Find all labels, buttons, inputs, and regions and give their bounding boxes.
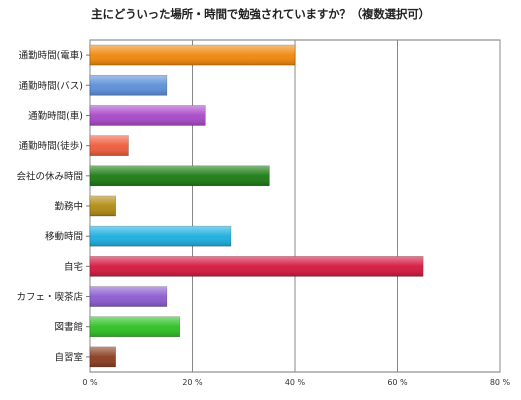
category-label: 移動時間 <box>45 231 83 243</box>
category-label: 通勤時間(車) <box>28 110 83 122</box>
bar <box>89 74 168 96</box>
x-tick-labels: 0 % 20 % 40 % 60 % 80 % <box>82 378 510 387</box>
x-tick-label: 40 % <box>285 378 306 387</box>
bar <box>89 44 296 66</box>
bar <box>89 316 180 338</box>
x-tick-label: 60 % <box>387 378 408 387</box>
category-label: 通勤時間(電車) <box>19 50 83 62</box>
bar <box>89 195 116 217</box>
bar <box>89 135 129 156</box>
category-label: 図書館 <box>54 321 83 333</box>
bar <box>89 346 116 368</box>
category-label: 勤務中 <box>54 201 83 213</box>
x-tick-label: 80 % <box>490 378 511 387</box>
category-label: カフェ・喫茶店 <box>16 291 83 303</box>
bar <box>89 165 270 187</box>
category-label: 自宅 <box>64 261 83 273</box>
bar <box>89 225 232 247</box>
category-label: 通勤時間(バス) <box>19 80 83 92</box>
category-labels: 通勤時間(電車) 通勤時間(バス) 通勤時間(車) 通勤時間(徒歩) 会社の休み時間勤務… <box>16 50 90 363</box>
x-tick-label: 20 % <box>182 378 203 387</box>
category-label: 会社の休み時間 <box>16 170 83 182</box>
x-tick-label: 0 % <box>82 378 98 387</box>
bar <box>89 286 168 307</box>
bars <box>89 44 424 368</box>
category-label: 通勤時間(徒歩) <box>19 140 83 152</box>
bar <box>89 105 206 126</box>
chart-title: 主にどういった場所・時間で勉強されていますか？（複数選択可） <box>91 7 430 21</box>
category-label: 自習室 <box>54 351 83 363</box>
bar <box>89 256 424 277</box>
